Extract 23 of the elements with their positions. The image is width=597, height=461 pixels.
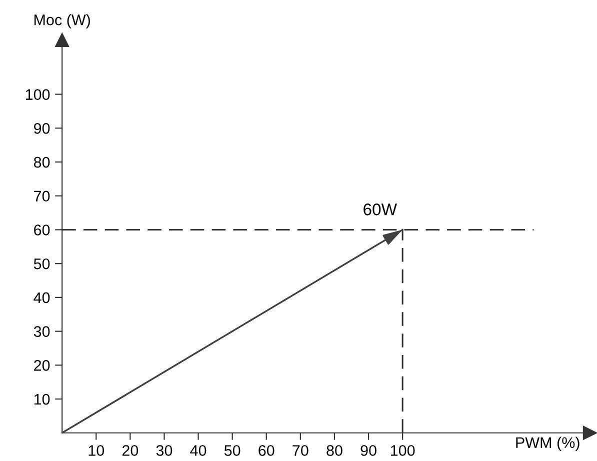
x-tick-label: 20 — [122, 445, 138, 456]
x-tick-label: 30 — [156, 445, 172, 456]
x-tick-label: 10 — [88, 445, 104, 456]
x-axis-title: PWM (%) — [516, 436, 580, 452]
y-tick-label: 30 — [34, 326, 50, 337]
y-tick-label: 80 — [34, 156, 50, 168]
x-tick-label: 90 — [360, 445, 376, 456]
x-tick-label: 80 — [326, 445, 342, 456]
y-tick-label: 100 — [26, 89, 50, 100]
x-tick-label: 70 — [292, 445, 308, 456]
annotation: 60W — [364, 204, 397, 216]
x-tick-label: 100 — [390, 445, 415, 456]
y-tick-label: 70 — [34, 190, 50, 202]
y-axis-title: Moc (W) — [34, 14, 90, 28]
x-tick-label: 50 — [224, 445, 240, 456]
x-tick-label: 60 — [258, 445, 274, 456]
x-tick-label: 40 — [190, 445, 206, 456]
y-tick-label: 20 — [34, 360, 50, 371]
y-tick-label: 60 — [34, 224, 50, 236]
y-tick-label: 10 — [34, 394, 50, 405]
y-tick-label: 40 — [34, 292, 50, 304]
y-tick-label: 90 — [34, 123, 50, 134]
y-tick-label: 50 — [34, 258, 50, 270]
